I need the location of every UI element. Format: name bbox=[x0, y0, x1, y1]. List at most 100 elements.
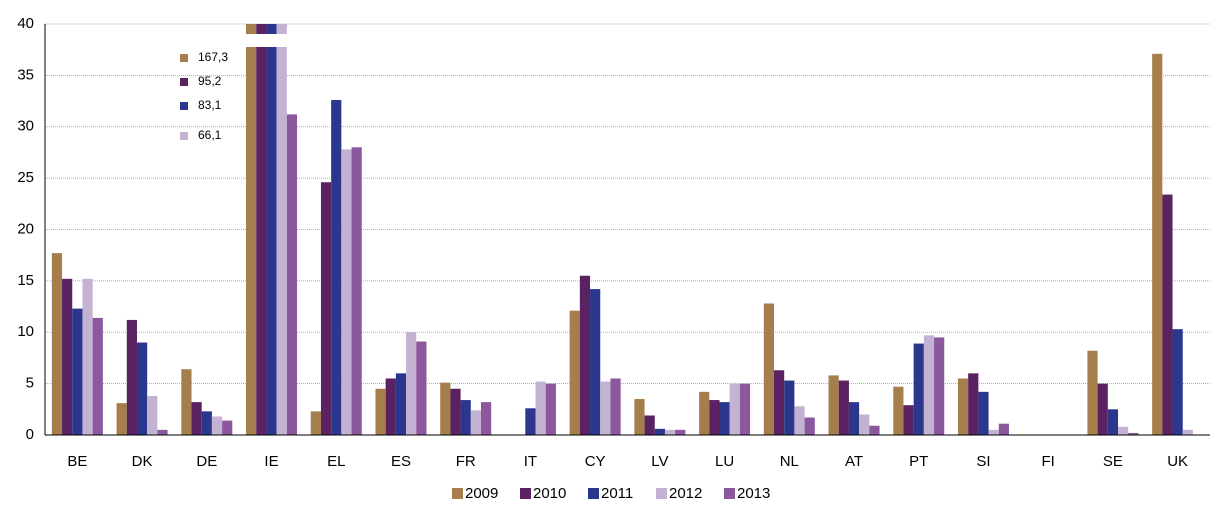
legend-label: 2009 bbox=[465, 485, 498, 502]
bar bbox=[136, 342, 148, 435]
bar bbox=[654, 428, 665, 435]
bar bbox=[675, 429, 686, 435]
x-tick-label: BE bbox=[67, 453, 87, 470]
bar bbox=[828, 375, 839, 435]
bar bbox=[913, 343, 924, 435]
x-tick-label: DK bbox=[132, 453, 153, 470]
bar bbox=[406, 332, 417, 435]
legend-swatch bbox=[656, 488, 667, 499]
bar bbox=[222, 420, 233, 435]
legend-swatch bbox=[520, 488, 531, 499]
y-tick-label: 25 bbox=[17, 169, 34, 186]
bar bbox=[1118, 426, 1129, 435]
annotation: 167,3 bbox=[198, 50, 228, 64]
bar bbox=[1107, 409, 1119, 435]
bar bbox=[385, 378, 396, 435]
y-tick-label: 30 bbox=[17, 118, 34, 135]
x-tick-label: UK bbox=[1167, 453, 1188, 470]
x-tick-label: LV bbox=[651, 453, 668, 470]
bar bbox=[116, 403, 127, 435]
legend-label: 2011 bbox=[601, 485, 633, 502]
annotation-swatch bbox=[180, 78, 188, 86]
bar bbox=[838, 380, 849, 435]
x-tick-label: NL bbox=[780, 453, 799, 470]
bar bbox=[147, 395, 158, 435]
bar bbox=[957, 378, 969, 435]
legend-swatch bbox=[724, 488, 735, 499]
bar bbox=[1087, 350, 1098, 435]
bar bbox=[1172, 329, 1183, 435]
bar bbox=[1152, 53, 1163, 436]
x-tick-label: SE bbox=[1103, 453, 1123, 470]
x-tick-label: PT bbox=[909, 453, 928, 470]
bar bbox=[256, 24, 267, 435]
x-tick-label: CY bbox=[585, 453, 606, 470]
y-tick-label: 15 bbox=[17, 272, 34, 289]
axis-break bbox=[245, 34, 299, 47]
annotation: 83,1 bbox=[198, 98, 222, 112]
legend-label: 2013 bbox=[737, 485, 770, 502]
annotation-swatch bbox=[180, 132, 188, 140]
bar bbox=[470, 410, 481, 435]
bar bbox=[934, 337, 945, 435]
bar bbox=[978, 391, 989, 435]
x-tick-label: AT bbox=[845, 453, 863, 470]
bar bbox=[450, 388, 461, 435]
bars bbox=[51, 24, 1193, 436]
bar bbox=[774, 370, 785, 435]
x-tick-label: IT bbox=[524, 453, 537, 470]
bar bbox=[92, 317, 103, 435]
bar bbox=[988, 429, 999, 435]
bar bbox=[998, 423, 1009, 435]
bar bbox=[440, 382, 451, 435]
legend-label: 2012 bbox=[669, 485, 702, 502]
bar bbox=[610, 378, 621, 435]
bar bbox=[201, 411, 212, 435]
bar bbox=[535, 381, 546, 435]
bar bbox=[545, 383, 556, 435]
bar bbox=[51, 253, 63, 435]
bar bbox=[211, 416, 223, 435]
bar bbox=[310, 411, 321, 435]
legend-label: 2010 bbox=[533, 485, 566, 502]
x-tick-label: FI bbox=[1042, 453, 1055, 470]
bar bbox=[729, 383, 740, 435]
annotation-swatch bbox=[180, 54, 188, 62]
x-tick-label: DE bbox=[196, 453, 217, 470]
y-tick-label: 40 bbox=[17, 15, 34, 32]
bar bbox=[923, 335, 935, 435]
annotation: 66,1 bbox=[198, 128, 222, 142]
x-tick-label: EL bbox=[327, 453, 345, 470]
bar bbox=[664, 429, 676, 435]
bar bbox=[739, 383, 751, 435]
bar bbox=[634, 399, 645, 435]
bar bbox=[569, 310, 580, 435]
bar bbox=[395, 373, 407, 435]
bar bbox=[351, 147, 362, 436]
bar bbox=[82, 278, 93, 435]
bar bbox=[375, 388, 386, 435]
bar bbox=[848, 402, 860, 435]
bar bbox=[709, 400, 720, 435]
x-tick-label: ES bbox=[391, 453, 411, 470]
bar bbox=[600, 381, 611, 435]
bar bbox=[246, 24, 257, 435]
bar bbox=[893, 386, 904, 435]
y-tick-label: 35 bbox=[17, 66, 34, 83]
bar bbox=[579, 275, 591, 435]
annotation-swatch bbox=[180, 102, 188, 110]
bar bbox=[525, 408, 536, 435]
annotation: 95,2 bbox=[198, 74, 222, 88]
bar bbox=[590, 289, 601, 435]
bar bbox=[1162, 194, 1173, 435]
bar bbox=[341, 149, 352, 436]
grid bbox=[45, 23, 1210, 385]
bar bbox=[126, 319, 137, 435]
bar bbox=[1182, 429, 1193, 435]
bar bbox=[794, 406, 805, 435]
bar bbox=[869, 425, 880, 435]
x-tick-label: LU bbox=[715, 453, 734, 470]
bar bbox=[72, 308, 83, 435]
legend-swatch bbox=[588, 488, 599, 499]
